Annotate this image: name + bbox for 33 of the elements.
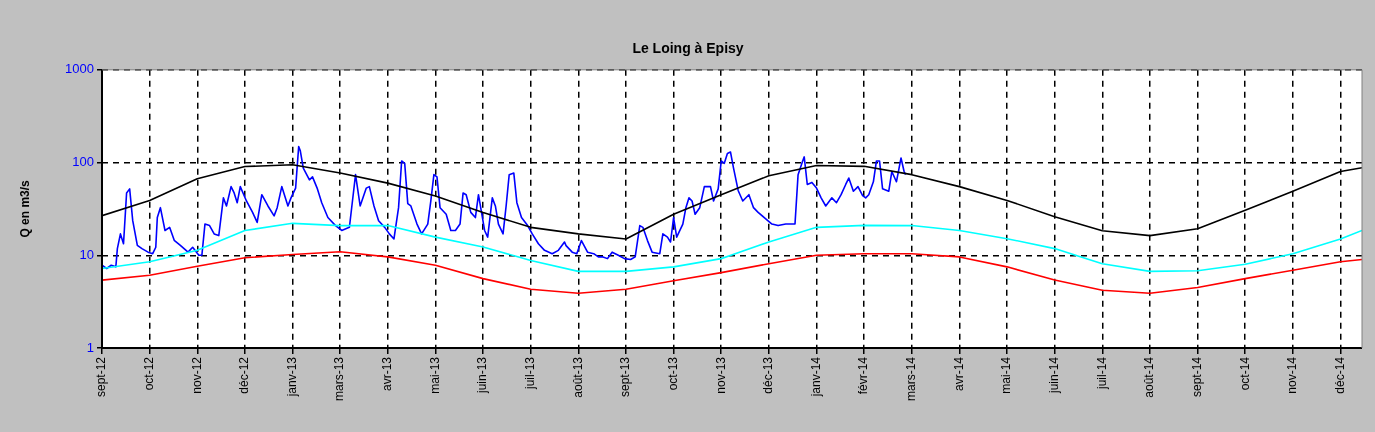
x-tick-label: juin-14	[1047, 356, 1061, 395]
x-tick-label: nov-13	[713, 356, 728, 394]
x-tick-label: mars-14	[904, 356, 919, 402]
x-tick-label: août-13	[570, 356, 585, 398]
x-tick-label: déc-14	[1332, 356, 1347, 394]
x-tick-label: mai-13	[427, 356, 442, 394]
x-tick-label: déc-12	[237, 356, 252, 394]
x-tick-label: sept-14	[1189, 356, 1204, 398]
x-tick-label: juil-13	[523, 356, 538, 391]
x-tick-label: sept-13	[618, 356, 633, 398]
x-tick-label: nov-14	[1285, 356, 1300, 394]
x-tick-label: déc-13	[761, 356, 776, 394]
x-tick-label: janv-14	[808, 356, 823, 398]
x-tick-label: nov-12	[189, 356, 204, 394]
x-tick-label: mai-14	[999, 356, 1014, 394]
y-tick-label: 1000	[65, 61, 94, 77]
y-axis-title: Q en m3/s	[17, 179, 32, 238]
x-tick-label: sept-12	[94, 356, 109, 398]
x-tick-label: janv-13	[284, 356, 299, 398]
y-tick-label: 10	[79, 246, 94, 262]
x-tick-label: juin-13	[475, 356, 490, 395]
x-tick-label: juil-14	[1094, 356, 1109, 391]
x-tick-label: oct-12	[141, 356, 156, 391]
chart-title: Le Loing à Episy	[632, 40, 744, 57]
x-tick-label: mars-13	[332, 356, 347, 402]
x-tick-label: oct-14	[1237, 356, 1252, 391]
x-tick-label: avr-13	[380, 356, 395, 392]
x-tick-label: avr-14	[951, 356, 966, 392]
x-tick-label: oct-13	[665, 356, 680, 391]
y-tick-label: 100	[72, 154, 94, 170]
x-tick-label: févr-14	[856, 356, 871, 395]
y-tick-label: 1	[86, 339, 94, 355]
x-tick-label: août-14	[1142, 356, 1157, 398]
